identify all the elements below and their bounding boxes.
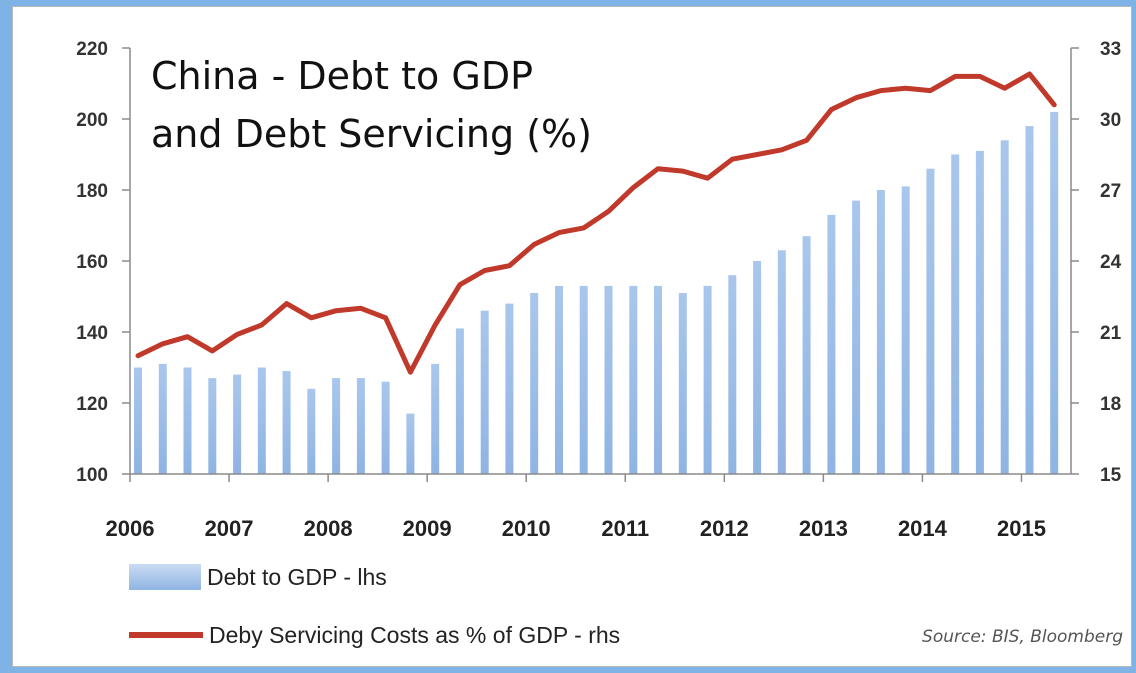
- bar-18: [579, 285, 588, 474]
- bar-9: [356, 378, 365, 474]
- debt-bars: [134, 111, 1059, 475]
- bar-28: [827, 214, 836, 474]
- bar-31: [901, 186, 910, 474]
- source-note: Source: BIS, Bloomberg: [922, 627, 1123, 647]
- x-tick-label: 2011: [601, 516, 649, 541]
- legend-debt-label: Debt to GDP - lhs: [207, 563, 387, 590]
- bar-15: [505, 303, 514, 474]
- bar-17: [555, 285, 563, 474]
- chart-title-line-2: and Debt Servicing (%): [151, 112, 592, 156]
- right-tick-label: 18: [1100, 394, 1121, 415]
- left-tick-label: 120: [76, 394, 108, 415]
- bar-35: [1000, 140, 1009, 475]
- x-tick-label: 2015: [997, 516, 1046, 541]
- bar-21: [654, 285, 662, 474]
- x-tick-label: 2012: [700, 516, 749, 541]
- bar-29: [852, 200, 861, 474]
- bar-8: [332, 378, 341, 474]
- bar-5: [257, 367, 266, 474]
- x-tick-label: 2007: [205, 516, 254, 541]
- bar-32: [926, 168, 935, 474]
- bar-11: [406, 413, 415, 474]
- legend-item-servicing: Deby Servicing Costs as % of GDP - rhs: [129, 619, 620, 651]
- bar-24: [728, 275, 737, 474]
- legend-servicing-label: Deby Servicing Costs as % of GDP - rhs: [209, 621, 621, 648]
- chart-title: China - Debt to GDP and Debt Servicing (…: [151, 47, 592, 163]
- bar-14: [480, 310, 489, 474]
- bar-2: [183, 367, 192, 474]
- chart-title-line-1: China - Debt to GDP: [151, 54, 534, 98]
- bar-27: [802, 236, 811, 474]
- bar-33: [951, 154, 960, 474]
- x-tick-label: 2014: [898, 516, 948, 541]
- tick-labels: 100 120 140 160 180 200 220 15 18 21 24 27 30 33 2006 2…: [76, 39, 1121, 541]
- x-tick-label: 2010: [502, 516, 551, 541]
- bar-0: [134, 367, 142, 474]
- right-tick-label: 27: [1100, 181, 1121, 202]
- legend-bar-swatch: [129, 564, 201, 590]
- axes: [122, 47, 1079, 482]
- chart-frame: 100 120 140 160 180 200 220 15 18 21 24 27 30 33 2006 2…: [12, 6, 1132, 667]
- legend-line-swatch: [129, 632, 203, 638]
- left-tick-label: 180: [76, 181, 108, 202]
- left-tick-label: 200: [76, 110, 108, 131]
- bar-36: [1025, 126, 1034, 474]
- right-tick-label: 24: [1100, 252, 1122, 273]
- bar-26: [777, 250, 786, 474]
- x-tick-label: 2009: [403, 516, 452, 541]
- left-tick-label: 220: [76, 39, 108, 60]
- x-tick-label: 2006: [106, 516, 155, 541]
- bar-23: [703, 285, 712, 474]
- bar-34: [975, 150, 984, 474]
- bar-1: [158, 363, 167, 474]
- bar-22: [678, 293, 687, 474]
- right-tick-label: 30: [1100, 110, 1121, 131]
- right-tick-label: 15: [1100, 465, 1122, 486]
- right-tick-label: 21: [1100, 323, 1122, 344]
- bar-6: [282, 371, 291, 474]
- legend-item-debt: Debt to GDP - lhs: [129, 561, 387, 593]
- bar-3: [208, 378, 217, 474]
- bar-19: [604, 285, 613, 474]
- x-tick-label: 2008: [304, 516, 353, 541]
- bar-37: [1050, 111, 1059, 475]
- debt-chart: 100 120 140 160 180 200 220 15 18 21 24 27 30 33 2006 2…: [76, 39, 1121, 541]
- bar-12: [431, 363, 440, 474]
- bar-20: [629, 285, 638, 474]
- right-tick-label: 33: [1100, 39, 1121, 60]
- bar-4: [233, 374, 242, 474]
- left-tick-label: 160: [76, 252, 108, 273]
- bar-7: [307, 388, 316, 474]
- left-tick-label: 140: [76, 323, 108, 344]
- bar-13: [455, 328, 464, 474]
- x-tick-label: 2013: [799, 516, 848, 541]
- bar-30: [876, 190, 885, 474]
- debt-servicing-line: [135, 71, 1057, 375]
- bar-16: [530, 293, 539, 474]
- bar-10: [381, 381, 390, 474]
- left-tick-label: 100: [76, 465, 108, 486]
- bar-25: [753, 261, 762, 474]
